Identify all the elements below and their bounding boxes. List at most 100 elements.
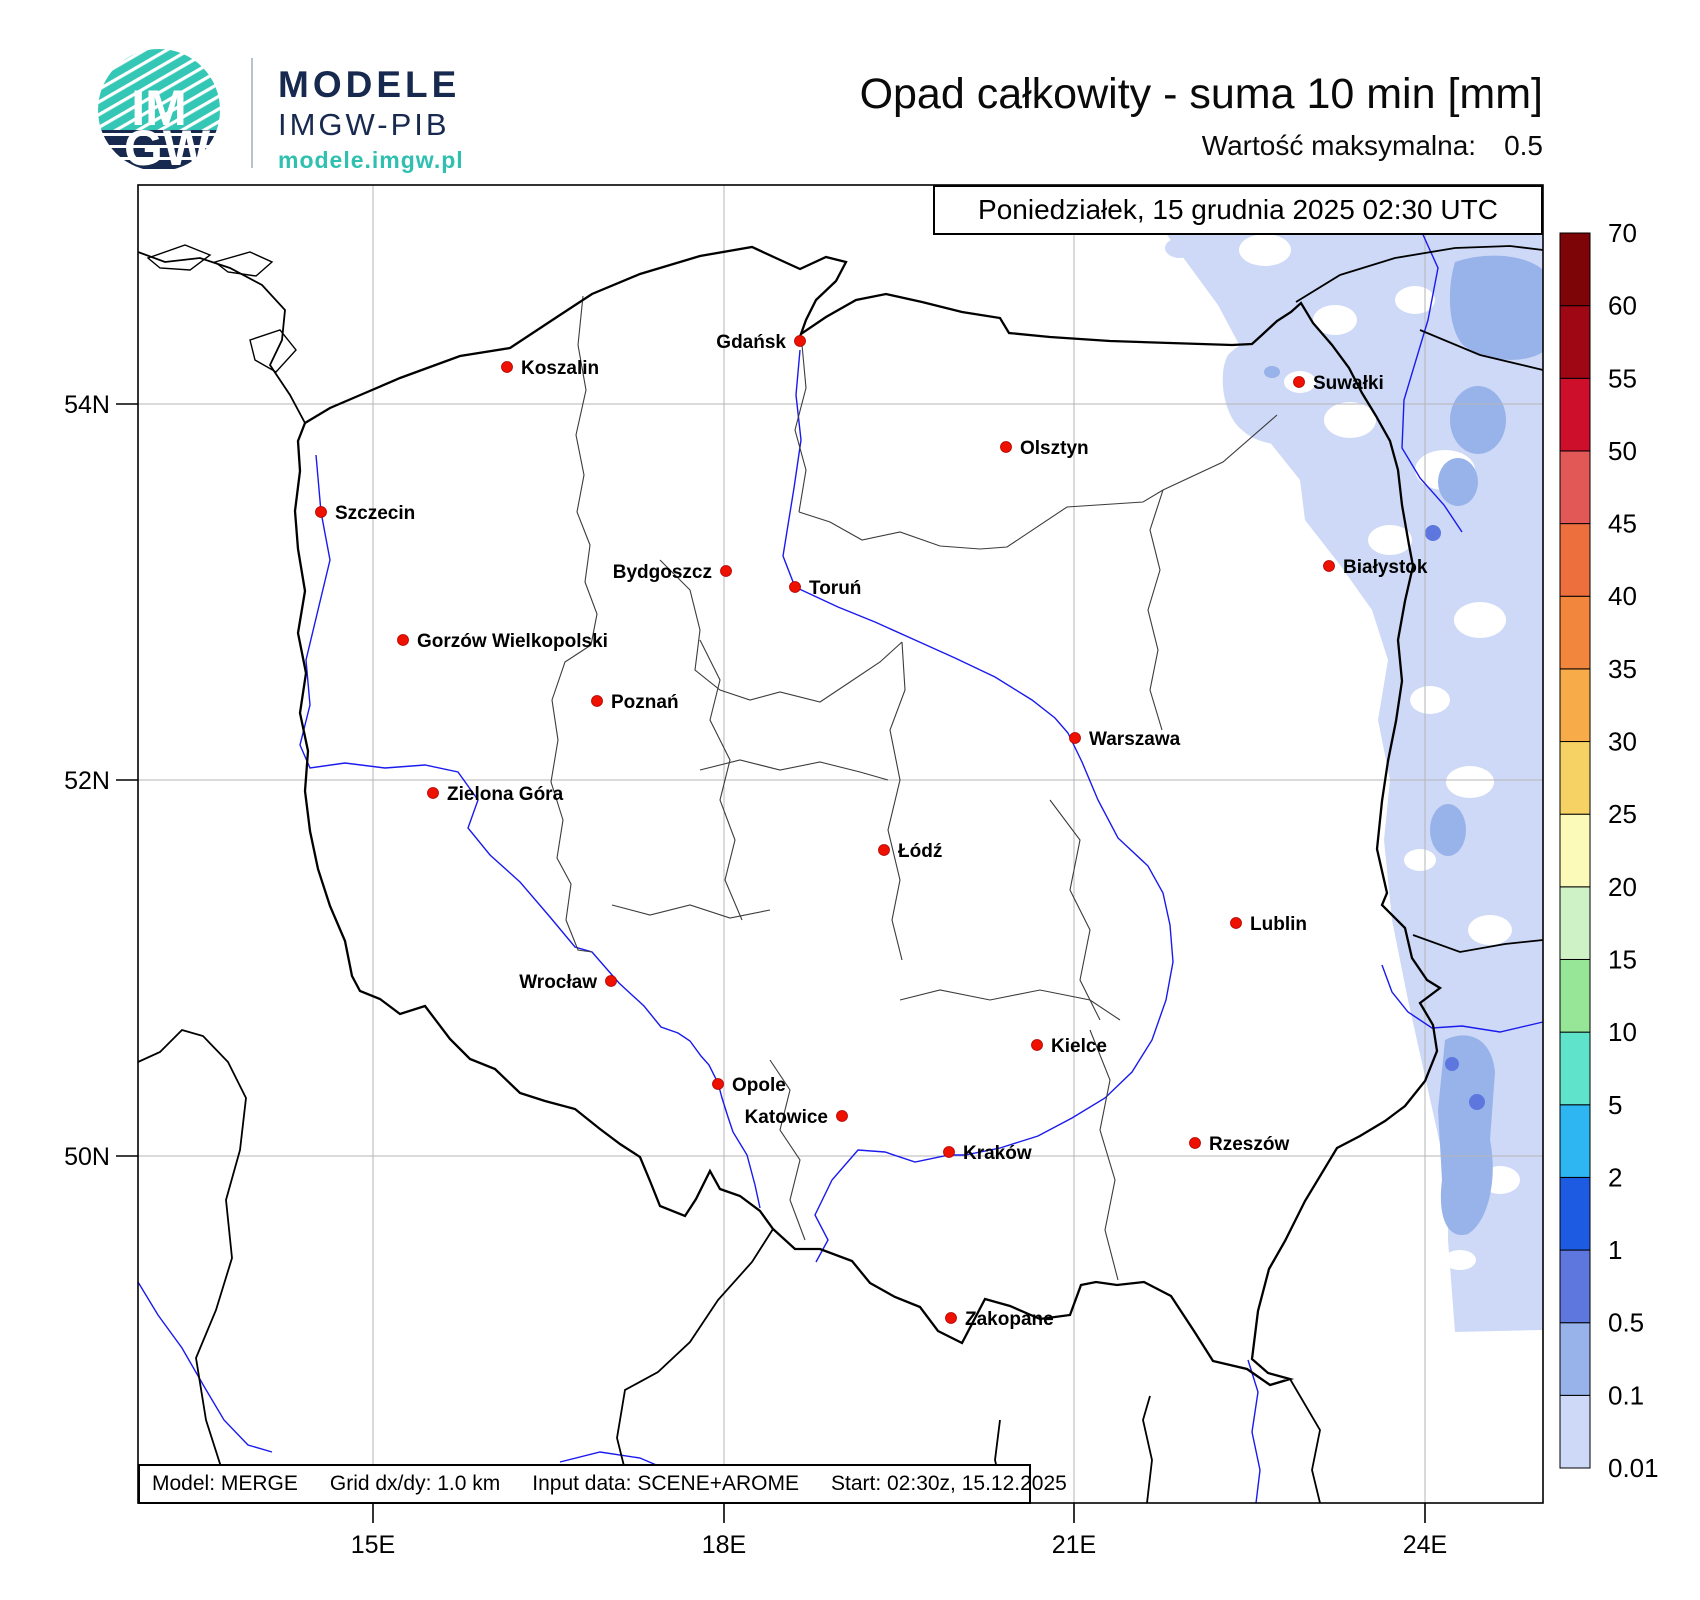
city-dot xyxy=(1031,1039,1043,1051)
city-dot xyxy=(427,787,439,799)
city-krak-w: Kraków xyxy=(943,1143,1032,1164)
brand-url: modele.imgw.pl xyxy=(278,147,464,173)
city-dot xyxy=(1000,441,1012,453)
colorbar-segment-55-60 xyxy=(1559,305,1591,379)
city-dot xyxy=(836,1110,848,1122)
valid-time-text: Poniedziałek, 15 grudnia 2025 02:30 UTC xyxy=(978,194,1498,225)
colorbar-segment-20-25 xyxy=(1559,813,1591,888)
river-bug xyxy=(1381,964,1544,1033)
city-dot xyxy=(789,581,801,593)
model-info-item: Start: 02:30z, 15.12.2025 xyxy=(830,1472,1067,1495)
colorbar-label-55: 55 xyxy=(1608,363,1637,393)
rivers xyxy=(137,227,1544,1504)
city-label: Zakopane xyxy=(965,1309,1054,1330)
city-label: Opole xyxy=(732,1075,786,1096)
city-dot xyxy=(1323,560,1335,572)
page-title: Opad całkowity - suma 10 min [mm] xyxy=(859,70,1543,118)
precipitation-field xyxy=(1045,185,1543,1332)
x-tick-label-15E: 15E xyxy=(351,1531,395,1559)
colorbar-segment-25-30 xyxy=(1559,741,1591,815)
city-gorz-w-wielkopolski: Gorzów Wielkopolski xyxy=(397,631,608,652)
colorbar-label-2: 2 xyxy=(1608,1162,1622,1192)
city-zielona-g-ra: Zielona Góra xyxy=(427,784,564,805)
river-neman xyxy=(1401,227,1463,533)
colorbar-label-5: 5 xyxy=(1608,1090,1622,1120)
colorbar-segment-45-50 xyxy=(1559,450,1591,525)
city-label: Zielona Góra xyxy=(447,784,564,805)
colorbar-segment-30-35 xyxy=(1559,668,1591,743)
city-label: Kraków xyxy=(963,1143,1032,1164)
city-dot xyxy=(945,1312,957,1324)
brand-name: MODELE xyxy=(278,64,460,105)
city-label: Gdańsk xyxy=(716,332,786,353)
colorbar-segment-10-15 xyxy=(1559,958,1591,1033)
colorbar-label-0.1: 0.1 xyxy=(1608,1380,1644,1410)
x-tick-label-18E: 18E xyxy=(702,1531,746,1559)
colorbar-label-15: 15 xyxy=(1608,944,1637,974)
city-label: Poznań xyxy=(611,692,679,713)
city-label: Olsztyn xyxy=(1020,438,1089,459)
colorbar-label-10: 10 xyxy=(1608,1017,1637,1047)
city-dot xyxy=(1293,376,1305,388)
city-lublin: Lublin xyxy=(1230,914,1307,935)
colorbar-segment-5-10 xyxy=(1559,1031,1591,1106)
city-dot xyxy=(315,506,327,518)
city-label: Białystok xyxy=(1343,557,1428,578)
imgw-logo: IM GW MODELE IMGW-PIB modele.imgw.pl xyxy=(98,49,464,176)
city-olsztyn: Olsztyn xyxy=(1000,438,1089,459)
city-warszawa: Warszawa xyxy=(1069,729,1181,750)
city-dot xyxy=(605,975,617,987)
axis-ticks: 15E 18E 21E 24E 54N 52N 50N xyxy=(64,391,1447,1559)
city-opole: Opole xyxy=(712,1075,786,1096)
river-sw xyxy=(137,1281,273,1453)
city-label: Gorzów Wielkopolski xyxy=(417,631,608,652)
city-label: Suwałki xyxy=(1313,373,1384,394)
city-dot xyxy=(943,1146,955,1158)
city-dot xyxy=(501,361,513,373)
colorbar-label-70: 70 xyxy=(1608,218,1637,248)
city-label: Wrocław xyxy=(519,972,597,993)
colorbar-segment-35-40 xyxy=(1559,595,1591,670)
model-info-item: Input data: SCENE+AROME xyxy=(532,1472,799,1495)
city-markers: Szczecin Koszalin Gdańsk Suwałki Olsztyn Biał… xyxy=(315,332,1428,1330)
imgw-logo-circle: IM GW xyxy=(98,49,220,176)
colorbar-label-25: 25 xyxy=(1608,799,1637,829)
city--d-: Łódź xyxy=(878,841,942,862)
colorbar-label-20: 20 xyxy=(1608,872,1637,902)
province-borders xyxy=(550,295,1278,1281)
brand-sub: IMGW-PIB xyxy=(278,107,450,142)
city-label: Toruń xyxy=(809,578,861,599)
colorbar-label-1: 1 xyxy=(1608,1235,1622,1265)
city-dot xyxy=(1189,1137,1201,1149)
colorbar-segment-50-55 xyxy=(1559,377,1591,452)
city-rzesz-w: Rzeszów xyxy=(1189,1134,1289,1155)
city-label: Kielce xyxy=(1051,1036,1107,1057)
valid-time-box: Poniedziałek, 15 grudnia 2025 02:30 UTC xyxy=(933,185,1543,235)
colorbar-label-45: 45 xyxy=(1608,509,1637,539)
city-label: Łódź xyxy=(898,841,942,862)
colorbar-segment-15-20 xyxy=(1559,886,1591,960)
colorbar-segment-40-45 xyxy=(1559,523,1591,597)
model-info-item: Grid dx/dy: 1.0 km xyxy=(329,1472,501,1495)
city-dot xyxy=(712,1078,724,1090)
max-value-label: Wartość maksymalna: xyxy=(1201,130,1477,161)
city-label: Katowice xyxy=(745,1107,828,1128)
colorbar-segment-2-5 xyxy=(1559,1104,1591,1178)
city-dot xyxy=(397,634,409,646)
city-label: Bydgoszcz xyxy=(613,562,712,583)
city-dot xyxy=(794,335,806,347)
colorbar-segment-0.01-0.1 xyxy=(1559,1394,1591,1469)
city-pozna-: Poznań xyxy=(591,692,679,713)
colorbar-segment-0.1-0.5 xyxy=(1559,1322,1591,1396)
y-tick-label-52N: 52N xyxy=(64,767,110,795)
city-dot xyxy=(591,695,603,707)
city-kielce: Kielce xyxy=(1031,1036,1107,1057)
city-szczecin: Szczecin xyxy=(315,503,415,524)
city-dot xyxy=(1069,732,1081,744)
poland-border xyxy=(293,245,1443,1387)
city-koszalin: Koszalin xyxy=(501,358,599,379)
colorbar-label-0.5: 0.5 xyxy=(1608,1308,1644,1338)
